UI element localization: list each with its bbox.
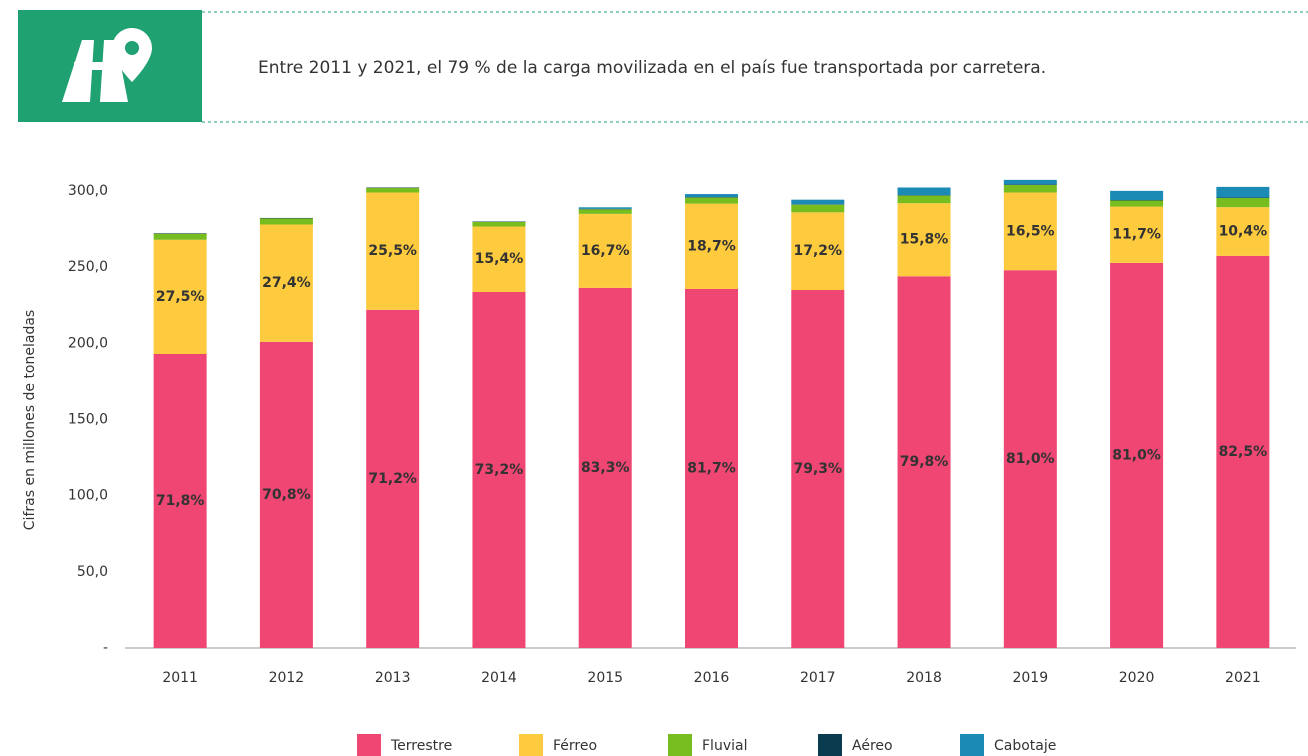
legend-label: Férreo: [553, 738, 597, 754]
segment-label: 25,5%: [368, 243, 417, 259]
segment-label: 16,7%: [581, 243, 630, 259]
y-tick-label: 50,0: [77, 564, 108, 580]
bar-segment: [1110, 262, 1164, 648]
bar-segment: [791, 204, 845, 213]
segment-label: 79,8%: [900, 454, 949, 470]
segment-label: 10,4%: [1219, 224, 1268, 240]
bar-segment: [897, 276, 951, 648]
header-icon: [62, 28, 152, 102]
segment-label: 18,7%: [687, 238, 736, 254]
header-text: Entre 2011 y 2021, el 79 % de la carga m…: [258, 58, 1046, 78]
bar-segment: [259, 341, 313, 648]
x-tick-label: 2018: [906, 670, 942, 686]
bar-segment: [578, 287, 632, 648]
legend-label: Terrestre: [390, 738, 452, 754]
legend-swatch: [960, 734, 984, 756]
bar-segment: [685, 203, 738, 289]
segment-label: 79,3%: [793, 461, 842, 477]
segment-label: 81,0%: [1006, 451, 1055, 467]
legend-swatch: [668, 734, 692, 756]
bar-segment: [1216, 186, 1270, 198]
legend-swatch: [357, 734, 381, 756]
bar-segment: [153, 239, 207, 354]
bar-segment: [1003, 192, 1057, 271]
x-tick-label: 2014: [481, 670, 517, 686]
bar-segment: [1216, 207, 1270, 256]
bar-segment: [897, 195, 951, 204]
bar-segment: [1110, 206, 1164, 263]
segment-label: 17,2%: [793, 243, 842, 259]
y-tick-label: 250,0: [68, 259, 108, 275]
segment-label: 15,8%: [900, 232, 949, 248]
segment-label: 81,0%: [1112, 447, 1161, 463]
bar-segment: [791, 212, 845, 291]
y-axis-label: Cifras en millones de toneladas: [22, 310, 38, 530]
bar-segment: [1003, 184, 1057, 193]
bar-segment: [366, 192, 420, 310]
bar-segment: [685, 288, 738, 648]
bar-segment: [259, 218, 313, 225]
bar-segment: [1003, 270, 1057, 648]
x-tick-label: 2015: [587, 670, 623, 686]
bar-segment: [791, 199, 845, 205]
legend-swatch: [519, 734, 543, 756]
y-tick-label: 300,0: [68, 183, 108, 199]
segment-label: 70,8%: [262, 487, 311, 503]
x-tick-label: 2012: [269, 670, 305, 686]
legend-swatch: [818, 734, 842, 756]
x-tick-label: 2020: [1119, 670, 1155, 686]
segment-label: 83,3%: [581, 460, 630, 476]
bar-segment: [685, 197, 738, 204]
y-tick-label: 100,0: [68, 488, 108, 504]
legend-label: Cabotaje: [994, 738, 1056, 754]
bar-segment: [472, 226, 526, 292]
legend-label: Aéreo: [852, 738, 893, 754]
y-tick-label: 150,0: [68, 412, 108, 428]
bar-segment: [366, 187, 420, 193]
legend-label: Fluvial: [702, 738, 747, 754]
bar-segment: [1003, 179, 1057, 185]
x-tick-label: 2011: [162, 670, 198, 686]
bar-segment: [1110, 200, 1164, 207]
bar-segment: [578, 209, 632, 214]
segment-label: 15,4%: [475, 251, 524, 267]
bar-segment: [791, 290, 845, 648]
bar-segment: [1110, 190, 1164, 200]
bar-segment: [472, 291, 526, 648]
bar-segment: [897, 187, 951, 196]
segment-label: 16,5%: [1006, 223, 1055, 239]
y-tick-label: -: [103, 640, 108, 656]
bar-segment: [578, 207, 632, 209]
x-tick-label: 2019: [1012, 670, 1048, 686]
bar-segment: [578, 213, 632, 288]
segment-label: 71,2%: [368, 471, 417, 487]
segment-label: 27,4%: [262, 275, 311, 291]
bar-segment: [259, 224, 313, 342]
bar-segment: [897, 203, 951, 277]
bar-segment: [472, 221, 526, 227]
x-tick-label: 2017: [800, 670, 836, 686]
segment-label: 27,5%: [156, 289, 205, 305]
bar-segment: [1216, 255, 1270, 649]
x-tick-label: 2016: [694, 670, 730, 686]
bar-segment: [153, 233, 207, 240]
x-tick-label: 2021: [1225, 670, 1261, 686]
y-tick-label: 200,0: [68, 335, 108, 351]
segment-label: 71,8%: [156, 493, 205, 509]
bar-segment: [366, 309, 420, 648]
segment-label: 11,7%: [1112, 227, 1161, 243]
segment-label: 81,7%: [687, 460, 736, 476]
bar-segment: [685, 194, 738, 198]
segment-label: 82,5%: [1219, 444, 1268, 460]
segment-label: 73,2%: [475, 462, 524, 478]
bar-segment: [1216, 198, 1270, 208]
bar-segment: [153, 353, 207, 648]
x-tick-label: 2013: [375, 670, 411, 686]
